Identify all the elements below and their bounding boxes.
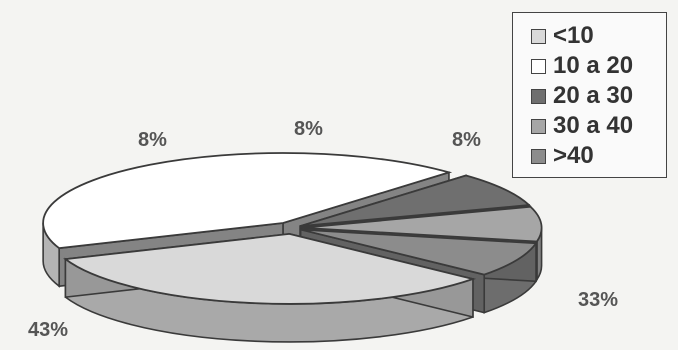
pie-slice-top (299, 174, 532, 227)
legend-label: >40 (553, 142, 594, 169)
legend-swatch (531, 148, 546, 164)
legend-swatch (531, 28, 546, 44)
pie-slice-top (42, 152, 453, 250)
slice-percent-label: 8% (294, 118, 323, 140)
legend-label: 30 a 40 (553, 112, 634, 139)
pie-slice (63, 232, 477, 343)
legend-item: 30 a 40 (531, 111, 666, 141)
legend: <10 10 a 20 20 a 30 30 a 40 >40 (512, 12, 667, 178)
legend-swatch (531, 58, 546, 74)
pie-slice-top (300, 228, 538, 276)
legend-label: <10 (553, 22, 594, 49)
legend-label: 10 a 20 (553, 52, 634, 79)
legend-label: 20 a 30 (553, 82, 634, 109)
legend-item: 10 a 20 (531, 51, 666, 81)
legend-swatch (531, 118, 546, 134)
slice-percent-label: 33% (578, 289, 618, 311)
legend-item: >40 (531, 141, 666, 171)
legend-item: 20 a 30 (531, 81, 666, 111)
legend-swatch (531, 88, 546, 104)
legend-item: <10 (531, 21, 666, 51)
slice-percent-label: 43% (28, 319, 68, 341)
pie-slice-top (301, 205, 543, 243)
slice-percent-label: 8% (452, 129, 481, 151)
pie-slice-top (63, 233, 477, 305)
slice-percent-label: 8% (138, 129, 167, 151)
